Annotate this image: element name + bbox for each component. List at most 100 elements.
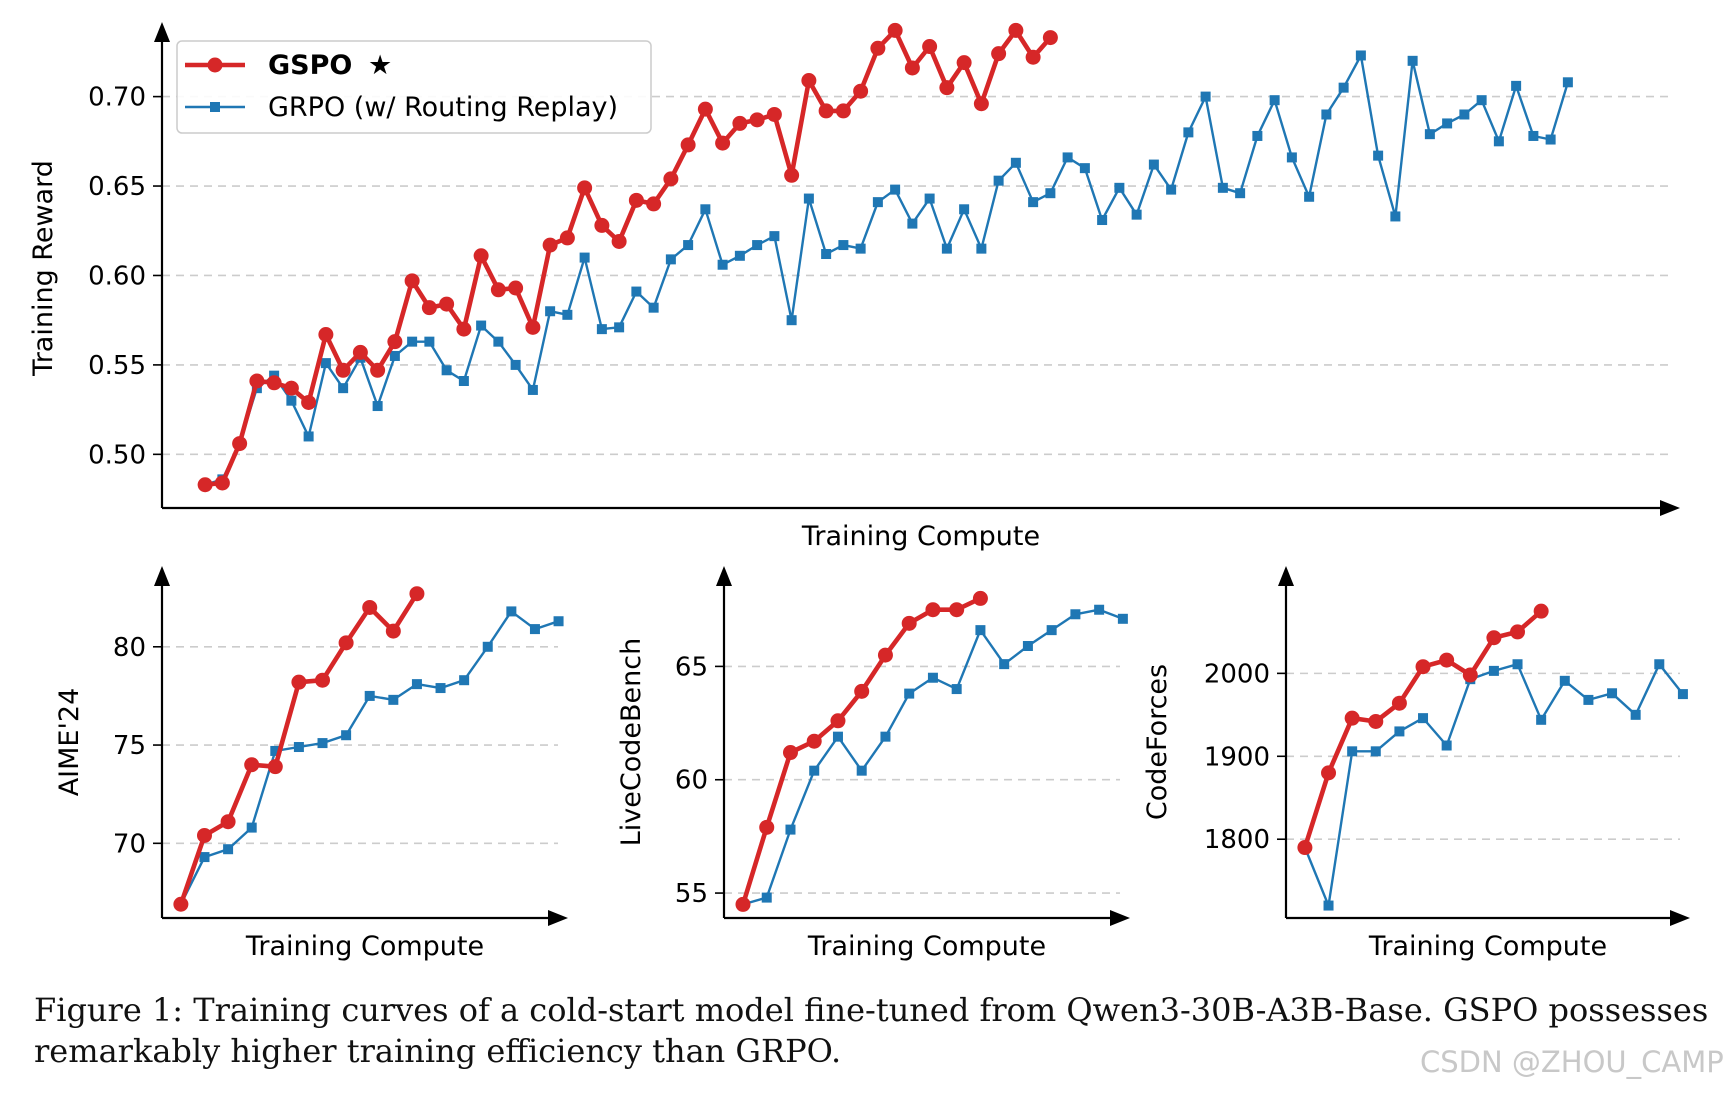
grpo-point xyxy=(270,745,281,756)
grpo-point xyxy=(411,679,422,690)
gspo-point xyxy=(972,590,988,606)
legend-box xyxy=(176,40,652,134)
gspo-point xyxy=(214,475,230,491)
grpo-point xyxy=(459,675,470,686)
x-axis-label: Training Compute xyxy=(807,931,1046,962)
grpo-point xyxy=(734,250,745,261)
grpo-point xyxy=(1442,118,1453,129)
gspo-point xyxy=(949,602,965,618)
gspo-point xyxy=(362,599,378,615)
gspo-point xyxy=(577,180,593,196)
grpo-point xyxy=(614,322,625,333)
gspo-point xyxy=(870,40,886,56)
grpo-point xyxy=(1373,150,1384,161)
grpo-point xyxy=(927,672,938,683)
grpo-point xyxy=(1562,77,1573,88)
grpo-point xyxy=(1269,95,1280,106)
grpo-point xyxy=(855,243,866,254)
gspo-point xyxy=(766,106,782,122)
gspo-point xyxy=(1368,713,1384,729)
grpo-point xyxy=(1583,694,1594,705)
grpo-point xyxy=(1536,714,1547,725)
gspo-point xyxy=(315,672,331,688)
grpo-point xyxy=(631,286,642,297)
gspo-point xyxy=(735,896,751,912)
series-grpo xyxy=(175,606,564,910)
x-axis-arrow xyxy=(1110,910,1130,926)
grpo-point xyxy=(1338,82,1349,93)
grpo-point xyxy=(1370,746,1381,757)
grpo-point xyxy=(510,359,521,370)
y-axis-arrow xyxy=(716,566,732,586)
grpo-point xyxy=(246,822,257,833)
y-axis-arrow xyxy=(154,22,170,42)
grpo-point xyxy=(1441,740,1452,751)
gspo-point xyxy=(1462,667,1478,683)
gspo-point xyxy=(1008,22,1024,38)
grpo-point xyxy=(553,616,564,627)
grpo-point xyxy=(648,302,659,313)
grpo-point xyxy=(872,197,883,208)
gspo-point xyxy=(749,112,765,128)
grpo-point xyxy=(683,240,694,251)
gspo-point xyxy=(901,615,917,631)
grpo-point xyxy=(1114,182,1125,193)
x-axis-arrow xyxy=(548,910,568,926)
series-line xyxy=(1302,609,1543,849)
grpo-point xyxy=(1394,726,1405,737)
legend-gspo-label: GSPO xyxy=(268,50,352,81)
gspo-point xyxy=(490,282,506,298)
y-tick-label: 75 xyxy=(113,731,146,761)
gspo-point xyxy=(904,60,920,76)
gspo-point xyxy=(818,103,834,119)
grpo-point xyxy=(596,324,607,335)
y-tick-label: 0.55 xyxy=(88,351,146,381)
grpo-point xyxy=(476,320,487,331)
grpo-point xyxy=(1045,188,1056,199)
grpo-point xyxy=(579,252,590,263)
y-tick-label: 1800 xyxy=(1204,825,1270,855)
grpo-point xyxy=(1459,109,1470,120)
grpo-point xyxy=(1545,134,1556,145)
gspo-point xyxy=(1391,695,1407,711)
legend: GSPO ★ GRPO (w/ Routing Replay) xyxy=(176,40,652,134)
x-axis-label: Training Compute xyxy=(245,931,484,962)
gspo-point xyxy=(291,674,307,690)
grpo-point xyxy=(562,309,573,320)
grpo-point xyxy=(1252,130,1263,141)
grpo-point xyxy=(752,240,763,251)
series-gspo xyxy=(1297,603,1549,856)
gspo-point xyxy=(759,819,775,835)
gspo-point xyxy=(835,103,851,119)
grpo-point xyxy=(1022,641,1033,651)
gspo-point xyxy=(663,171,679,187)
grpo-point xyxy=(761,892,772,903)
grpo-point xyxy=(407,336,418,347)
y-tick-label: 0.70 xyxy=(88,83,146,113)
grpo-point xyxy=(364,690,375,701)
legend-gspo-marker xyxy=(207,57,223,73)
y-tick-label: 0.65 xyxy=(88,172,146,202)
gspo-point xyxy=(715,135,731,151)
grpo-point xyxy=(1148,159,1159,170)
gspo-point xyxy=(854,683,870,699)
gspo-point xyxy=(853,83,869,99)
grpo-point xyxy=(838,240,849,251)
gspo-point xyxy=(404,273,420,289)
grpo-point xyxy=(1418,713,1429,724)
gspo-point xyxy=(1042,30,1058,46)
gspo-point xyxy=(973,96,989,112)
y-axis-label: CodeForces xyxy=(1142,664,1173,820)
gspo-point xyxy=(385,623,401,639)
series-grpo xyxy=(737,604,1128,910)
grpo-point xyxy=(1046,625,1057,636)
grpo-point xyxy=(424,336,435,347)
grpo-point xyxy=(1607,688,1618,699)
series-gspo xyxy=(173,586,425,912)
grpo-point xyxy=(223,844,234,855)
grpo-point xyxy=(545,306,556,317)
grpo-point xyxy=(999,659,1010,670)
grpo-point xyxy=(975,625,986,636)
grpo-point xyxy=(769,231,780,242)
grpo-point xyxy=(1493,136,1504,147)
